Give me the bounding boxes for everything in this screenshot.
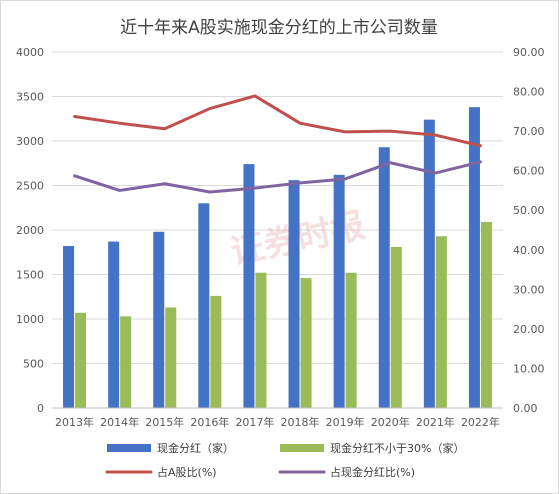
- left-axis-tick-label: 1000: [16, 313, 44, 326]
- series-line: [73, 94, 482, 148]
- bar: [468, 107, 480, 409]
- right-axis-tick-label: 50.00: [513, 204, 545, 217]
- left-axis-tick-label: 0: [37, 402, 44, 415]
- bar: [165, 307, 177, 408]
- left-axis-tick-label: 1500: [16, 269, 44, 282]
- right-axis-tick-label: 40.00: [513, 244, 545, 257]
- bar: [378, 147, 390, 409]
- legend-swatch: [107, 444, 151, 452]
- bar: [345, 272, 357, 408]
- legend-swatch: [280, 444, 324, 452]
- lines: [73, 94, 482, 194]
- legend-label: 占现金分红比(%): [330, 465, 415, 479]
- left-axis-tick-label: 500: [23, 358, 44, 371]
- x-axis-tick-label: 2022年: [461, 415, 500, 429]
- axes: 0 500 1000 1500 2000 2500 3000 3500 4000 0.00 10.0…: [16, 46, 545, 429]
- x-axis-tick-label: 2019年: [326, 415, 365, 429]
- legend-label: 现金分红（家）: [157, 441, 234, 455]
- bar: [333, 174, 345, 408]
- right-axis-tick-label: 20.00: [513, 323, 545, 336]
- bar: [300, 278, 312, 408]
- right-axis-tick-label: 0.00: [513, 402, 538, 415]
- bar: [288, 180, 300, 408]
- chart-title: 近十年来A股实施现金分红的上市公司数量: [120, 18, 438, 38]
- right-axis-tick-label: 70.00: [513, 125, 545, 138]
- bar: [480, 221, 492, 408]
- series-line: [73, 160, 482, 194]
- left-axis-tick-label: 4000: [16, 46, 44, 59]
- bar: [63, 246, 75, 408]
- left-axis-tick-label: 3500: [16, 91, 44, 104]
- legend-label: 现金分红不小于30%（家）: [330, 441, 464, 455]
- bar: [255, 272, 267, 408]
- left-axis-tick-label: 2500: [16, 180, 44, 193]
- x-axis-tick-label: 2015年: [145, 415, 184, 429]
- x-axis-tick-label: 2013年: [55, 415, 94, 429]
- bar: [435, 236, 447, 408]
- bar: [243, 164, 255, 408]
- left-axis-tick-label: 2000: [16, 224, 44, 237]
- bar: [198, 203, 210, 408]
- bar: [423, 119, 435, 408]
- bar: [153, 231, 165, 408]
- bar: [120, 316, 132, 408]
- right-axis-tick-label: 90.00: [513, 46, 545, 59]
- legend-label: 占A股比(%): [157, 465, 217, 479]
- bar: [390, 246, 402, 408]
- bar: [108, 241, 120, 408]
- right-axis-tick-label: 10.00: [513, 362, 545, 375]
- left-axis-tick-label: 3000: [16, 135, 44, 148]
- right-axis-tick-label: 60.00: [513, 165, 545, 178]
- x-axis-tick-label: 2018年: [281, 415, 320, 429]
- bar: [75, 312, 87, 408]
- legend: 现金分红（家） 现金分红不小于30%（家） 占A股比(%) 占现金分红比(%): [105, 441, 464, 479]
- x-axis-tick-label: 2017年: [235, 415, 274, 429]
- bars: [63, 107, 492, 409]
- right-axis-tick-label: 80.00: [513, 86, 545, 99]
- x-axis-tick-label: 2014年: [100, 415, 139, 429]
- x-axis-tick-label: 2016年: [190, 415, 229, 429]
- x-axis-tick-label: 2020年: [371, 415, 410, 429]
- bar: [210, 295, 222, 408]
- x-axis-tick-label: 2021年: [416, 415, 455, 429]
- right-axis-tick-label: 30.00: [513, 283, 545, 296]
